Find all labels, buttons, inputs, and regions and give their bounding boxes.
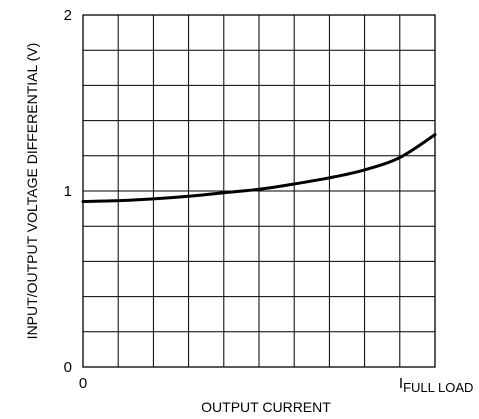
- x-tick-labels: 0 IFULL LOAD: [79, 375, 474, 395]
- y-tick-label: 2: [64, 7, 72, 24]
- y-tick-label: 0: [64, 359, 72, 376]
- x-tick-label-full-load: IFULL LOAD: [399, 375, 474, 395]
- grid: [83, 15, 435, 367]
- x-tick-label: 0: [79, 375, 87, 392]
- y-axis-label: INPUT/OUTPUT VOLTAGE DIFFERENTIAL (V): [24, 43, 40, 340]
- series-line: [81, 133, 437, 204]
- x-axis-label: OUTPUT CURRENT: [201, 399, 331, 415]
- plot-frame: [82, 14, 436, 368]
- y-tick-label: 1: [64, 183, 72, 200]
- y-tick-labels: 0 1 2: [64, 7, 72, 376]
